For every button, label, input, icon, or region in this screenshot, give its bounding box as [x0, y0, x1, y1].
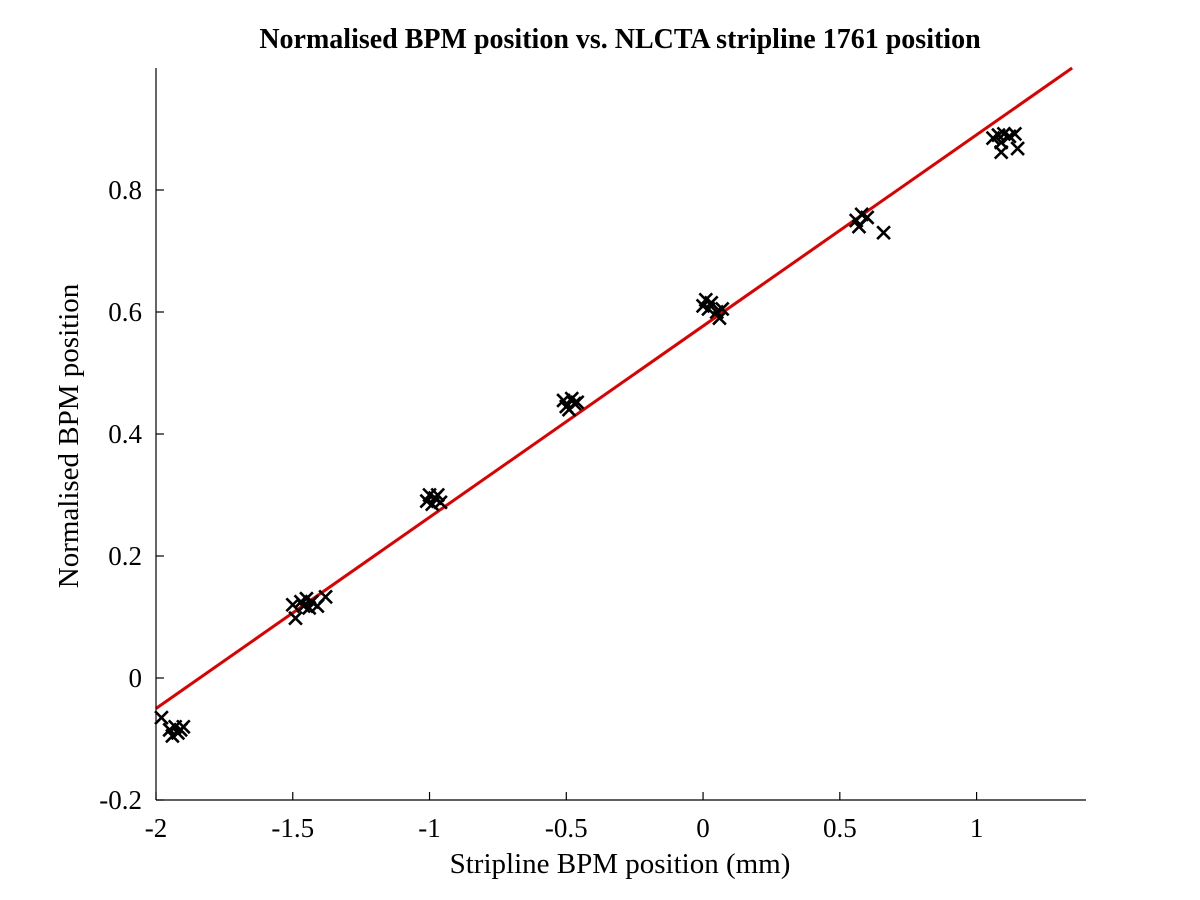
- data-point: [1010, 141, 1025, 156]
- plot-area: [156, 68, 1086, 800]
- y-tick-label: 0.6: [108, 297, 142, 327]
- data-point: [176, 719, 191, 735]
- x-tick-label: -2: [145, 813, 168, 843]
- x-tick-label: 0: [696, 813, 710, 843]
- data-point: [569, 394, 585, 410]
- y-tick-label: -0.2: [99, 785, 142, 815]
- y-tick-label: 0.2: [108, 541, 142, 571]
- data-point: [1007, 126, 1023, 142]
- data-point: [703, 295, 719, 311]
- data-point: [433, 494, 448, 510]
- x-tick-label: -0.5: [545, 813, 588, 843]
- y-axis-label: Normalised BPM position: [53, 283, 85, 588]
- x-tick-label: -1: [418, 813, 441, 843]
- data-point: [859, 210, 875, 225]
- x-axis-label: Stripline BPM position (mm): [450, 848, 791, 880]
- x-tick-label: 0.5: [823, 813, 857, 843]
- y-tick-label: 0.8: [108, 175, 142, 205]
- data-point: [430, 487, 446, 503]
- x-tick-label: 1: [970, 813, 984, 843]
- data-point: [714, 301, 730, 317]
- y-ticks: -0.2 0 0.2 0.4 0.6 0.8: [99, 175, 164, 815]
- data-point: [285, 597, 301, 613]
- data-point: [876, 225, 891, 241]
- y-tick-label: 0: [129, 663, 143, 693]
- x-tick-label: -1.5: [271, 813, 314, 843]
- chart-title: Normalised BPM position vs. NLCTA stripl…: [259, 24, 981, 55]
- x-ticks: -2 -1.5 -1 -0.5 0 0.5 1: [145, 792, 984, 843]
- data-point: [318, 589, 333, 605]
- data-point: [993, 144, 1009, 160]
- y-tick-label: 0.4: [108, 419, 142, 449]
- data-point: [288, 610, 303, 626]
- marker-layer: [154, 126, 1025, 744]
- data-point: [154, 710, 169, 725]
